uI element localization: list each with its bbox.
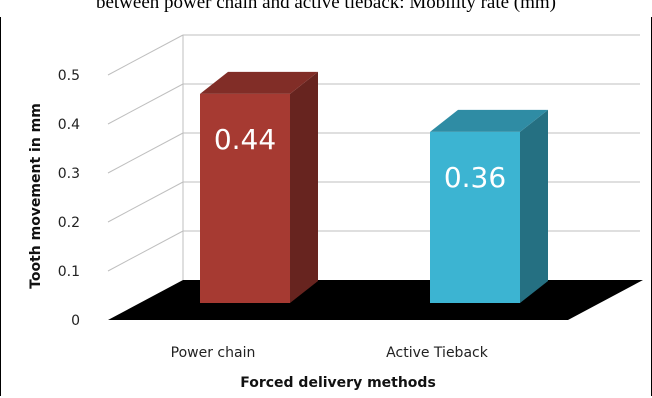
floor (108, 280, 643, 320)
bar-1 (200, 71, 318, 303)
bars (200, 71, 548, 303)
gridline-side (107, 132, 184, 174)
x-tick-label: Active Tieback (386, 345, 489, 361)
chart-text: 0 0.1 0.2 0.3 0.4 0.5 0.44 0.36 Power chain Activ… (28, 68, 506, 391)
x-axis-title: Forced delivery methods (240, 375, 436, 391)
x-tick-label: Power chain (171, 345, 256, 361)
gridline-side (107, 34, 184, 76)
bar-2 (430, 109, 548, 303)
gridlines (107, 34, 640, 280)
y-tick-label: 0.4 (58, 117, 80, 133)
bar-side-face (290, 71, 318, 303)
data-label: 0.36 (444, 161, 506, 194)
y-tick-label: 0.3 (58, 166, 80, 182)
bar (430, 131, 520, 303)
y-tick-label: 0.2 (58, 215, 80, 231)
data-label: 0.44 (214, 123, 276, 156)
gridline-side (107, 83, 184, 125)
y-tick-label: 0 (71, 313, 80, 329)
gridline-side (107, 230, 184, 272)
bar-side-face (520, 109, 548, 303)
chart-floor (108, 280, 643, 320)
chart-caption: between power chain and active tieback: … (95, 0, 557, 13)
bar (200, 93, 290, 303)
y-tick-label: 0.5 (58, 68, 80, 84)
gridline-side (107, 181, 184, 223)
y-tick-label: 0.1 (58, 264, 80, 280)
bar-top-face (200, 71, 318, 94)
y-axis-title: Tooth movement in mm (28, 103, 44, 289)
bar-top-face (430, 109, 548, 132)
